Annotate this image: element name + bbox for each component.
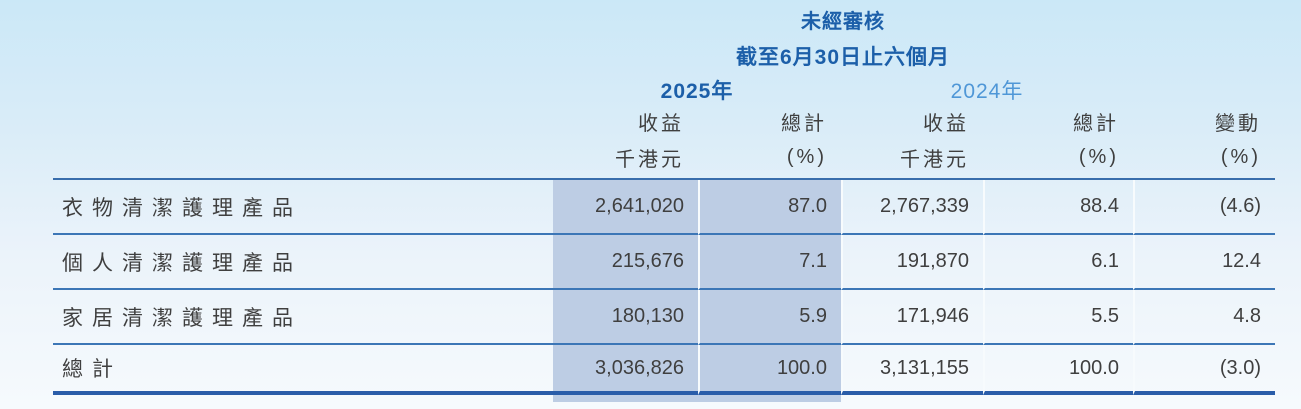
header-row-column-units: 千港元 (%) 千港元 (%) (%) xyxy=(53,136,1275,180)
header-row-unaudited: 未經審核 xyxy=(53,0,1275,38)
header-row-period: 截至6月30日止六個月 xyxy=(53,38,1275,74)
unaudited-heading: 未經審核 xyxy=(801,10,885,33)
total-revenue-2025-cell: 3,036,826 xyxy=(553,345,698,395)
col-header-revenue-2025: 收益 xyxy=(638,113,684,135)
period-heading: 截至6月30日止六個月 xyxy=(735,46,951,69)
total-pct-2024-cell: 5.5 xyxy=(983,290,1133,345)
empty-cell xyxy=(1133,38,1275,74)
empty-cell xyxy=(53,106,553,136)
total-pct-2024-cell: 88.4 xyxy=(983,180,1133,235)
empty-cell xyxy=(53,136,553,180)
row-label: 個人清潔護理產品 xyxy=(53,235,553,290)
empty-cell xyxy=(53,38,553,74)
total-row: 總計 3,036,826 100.0 3,131,155 100.0 (3.0) xyxy=(53,345,1275,395)
table-header: 未經審核 截至6月30日止六個月 2025年 2024年 收益 總計 收益 總計 xyxy=(53,0,1275,180)
total-pct-2025-cell: 100.0 xyxy=(698,345,841,395)
total-row-label: 總計 xyxy=(53,345,553,395)
change-pct-cell: 4.8 xyxy=(1133,290,1275,345)
total-pct-2025-cell: 87.0 xyxy=(698,180,841,235)
empty-cell xyxy=(1133,395,1275,402)
table-footer-spacer xyxy=(53,395,1275,402)
total-pct-2025-cell: 5.9 xyxy=(698,290,841,345)
table-row-personal-care: 個人清潔護理產品 215,676 7.1 191,870 6.1 12.4 xyxy=(53,235,1275,290)
col-unit-revenue-2024: 千港元 xyxy=(841,136,983,180)
table-body: 衣物清潔護理產品 2,641,020 87.0 2,767,339 88.4 (… xyxy=(53,180,1275,402)
change-pct-cell: 12.4 xyxy=(1133,235,1275,290)
empty-cell xyxy=(1133,0,1275,38)
col-unit-total-2025: (%) xyxy=(698,136,841,180)
revenue-2025-cell: 215,676 xyxy=(553,235,698,290)
total-pct-2024-cell: 6.1 xyxy=(983,235,1133,290)
header-row-years: 2025年 2024年 xyxy=(53,74,1275,106)
table-row-home-care: 家居清潔護理產品 180,130 5.9 171,946 5.5 4.8 xyxy=(53,290,1275,345)
row-label: 衣物清潔護理產品 xyxy=(53,180,553,235)
empty-cell xyxy=(53,74,553,106)
col-header-total-2025: 總計 xyxy=(781,113,827,135)
empty-cell xyxy=(983,395,1133,402)
revenue-breakdown-table: 未經審核 截至6月30日止六個月 2025年 2024年 收益 總計 收益 總計 xyxy=(53,0,1275,402)
header-row-column-labels: 收益 總計 收益 總計 變動 xyxy=(53,106,1275,136)
total-revenue-2024-cell: 3,131,155 xyxy=(841,345,983,395)
revenue-2024-cell: 171,946 xyxy=(841,290,983,345)
total-pct-2025-cell: 7.1 xyxy=(698,235,841,290)
col-header-total-2024: 總計 xyxy=(1073,113,1119,135)
revenue-2025-cell: 2,641,020 xyxy=(553,180,698,235)
col-header-change: 變動 xyxy=(1215,113,1261,135)
year-2024-heading: 2024年 xyxy=(950,80,1024,103)
revenue-2024-cell: 191,870 xyxy=(841,235,983,290)
empty-cell xyxy=(841,395,983,402)
empty-cell xyxy=(1133,74,1275,106)
total-change-pct-cell: (3.0) xyxy=(1133,345,1275,395)
empty-cell xyxy=(53,395,553,402)
revenue-2024-cell: 2,767,339 xyxy=(841,180,983,235)
row-label: 家居清潔護理產品 xyxy=(53,290,553,345)
col-unit-revenue-2025: 千港元 xyxy=(553,136,698,180)
shaded-spacer-cell xyxy=(553,395,698,402)
shaded-spacer-cell xyxy=(698,395,841,402)
col-header-revenue-2024: 收益 xyxy=(923,113,969,135)
revenue-2025-cell: 180,130 xyxy=(553,290,698,345)
empty-cell xyxy=(53,0,553,38)
year-2025-heading: 2025年 xyxy=(660,80,734,103)
table-row-fabric-care: 衣物清潔護理產品 2,641,020 87.0 2,767,339 88.4 (… xyxy=(53,180,1275,235)
col-unit-change: (%) xyxy=(1133,136,1275,180)
total-pct-2024-cell: 100.0 xyxy=(983,345,1133,395)
change-pct-cell: (4.6) xyxy=(1133,180,1275,235)
col-unit-total-2024: (%) xyxy=(983,136,1133,180)
